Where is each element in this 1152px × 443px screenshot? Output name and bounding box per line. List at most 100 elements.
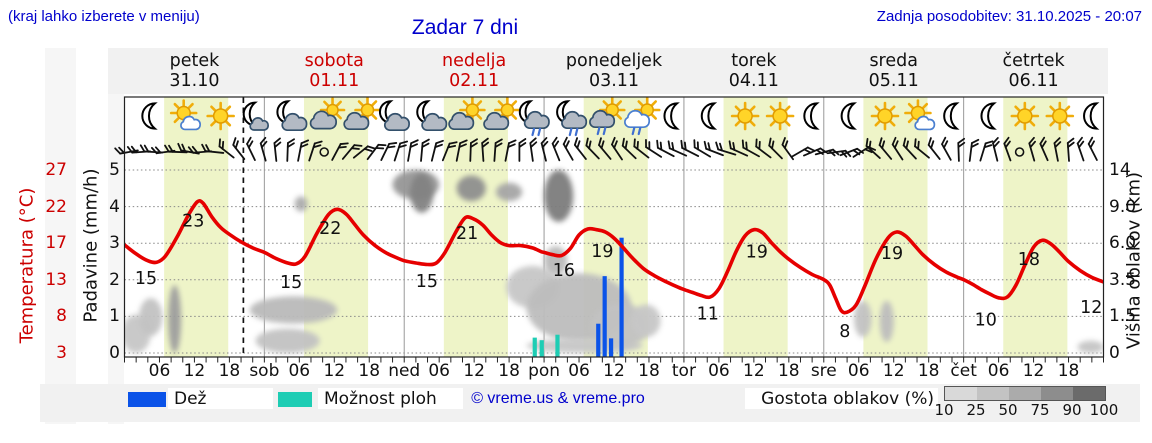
day-name: sobota [304,51,364,71]
x-hour-label: 06 [987,361,1010,381]
precipitation-tick: 5 [109,160,120,180]
x-hour-label: 06 [708,361,730,381]
last-update: Zadnja posodobitev: 31.10.2025 - 20:07 [876,8,1142,25]
copyright-link[interactable]: © vreme.us & vreme.pro [471,390,645,407]
cloud-density-tick: 50 [998,401,1018,419]
day-date: 06.11 [1008,71,1059,91]
menu-hint: (kraj lahko izberete v meniju) [8,8,200,25]
shower-bars [532,334,560,357]
x-hour-label: 12 [603,361,625,381]
weather-icon-moon-cloud [276,100,308,132]
weather-icon-sun [1010,101,1040,131]
x-hour-label: 12 [1022,361,1045,381]
cloud-height-tick: 3.5 [1109,269,1137,290]
svg-text:19: 19 [746,243,768,263]
temperature-tick: 3 [56,343,67,363]
x-hour-label: 18 [358,361,381,381]
weather-icon-sun [1045,101,1075,131]
weather-icon-moon-cloud-rain [518,100,550,137]
temperature-tick: 8 [56,306,67,327]
weather-icon-moon-cloud-rain [556,100,588,137]
weather-icon-moon [700,102,718,130]
cloud-density-chip [745,388,938,409]
day-date: 01.11 [309,71,360,91]
rain-legend-swatch [128,392,166,407]
day-date: 31.10 [169,71,220,91]
weather-icon-moon [1083,102,1100,130]
weather-icon-sun-smallcloud [169,99,201,131]
cloud-height-tick: 0 [1109,343,1120,363]
day-date: 05.11 [868,71,919,91]
weather-icon-moon [663,102,680,130]
x-hour-label: 12 [323,361,346,381]
svg-text:19: 19 [881,244,903,264]
svg-text:23: 23 [182,212,204,232]
rain-legend-chip [168,388,273,409]
cloud-density-segment [1009,387,1041,400]
x-axis-ticks [124,357,1104,363]
weather-icon-sun [765,101,795,131]
day-name: nedelja [442,51,507,71]
cloud-density-segment [945,387,977,400]
weather-icon-moon [803,102,820,130]
x-hour-label: 12 [183,361,206,381]
cloud-height-tick: 9.0 [1109,196,1137,217]
day-name: sreda [869,51,918,71]
temperature-tick: 27 [45,160,67,180]
day-name: petek [169,51,220,71]
x-day-abbrev: sob [249,361,280,381]
page-title: Zadar 7 dni [411,16,519,39]
day-header-band [108,48,1108,94]
x-day-abbrev: tor [671,361,696,381]
rain-bars [596,237,624,357]
x-hour-label: 18 [218,361,241,381]
weather-icon-sun-smallcloud [904,99,936,131]
svg-text:15: 15 [135,269,157,289]
weather-icon-moon-cloud [416,100,448,132]
weather-icon-sun-whitecloud-rain [624,96,661,136]
svg-text:15: 15 [416,272,438,292]
svg-text:22: 22 [319,219,341,239]
temperature-tick: 13 [45,269,67,290]
day-name: ponedeljek [565,51,663,71]
day-date: 02.11 [449,71,500,91]
cloud-height-tick: 1.5 [1109,306,1137,327]
day-name: četrtek [1002,51,1065,71]
temperature-tick: 22 [45,196,67,217]
weather-icon-sun [870,101,900,131]
margin-stripe-left [45,48,76,424]
temperature-curve [124,198,1104,315]
cloud-height-tick: 6.0 [1109,233,1137,254]
weather-icon-sun-cloud [483,96,521,131]
x-hour-label: 18 [638,361,660,381]
svg-text:10: 10 [975,311,997,331]
cloud-density-segment [1073,387,1105,400]
day-date: 03.11 [588,71,640,91]
temperature-point-labels: 15 23 15 22 15 21 16 19 11 19 8 19 10 18 12 [135,212,1102,342]
cloud-density-tick: 90 [1062,401,1082,419]
weather-icon-sun-cloud-rain [589,96,626,136]
weather-icon-moon-cloud [379,100,410,132]
shower-legend-swatch [278,392,312,407]
shower-legend-chip [318,388,463,409]
x-day-abbrev: čet [950,361,977,381]
x-day-abbrev: ned [388,361,421,381]
cloud-density-tick: 10 [934,401,954,419]
cloud-density-label: Gostota oblakov (%) [761,389,934,409]
weather-icon-moon [840,102,858,130]
wind-barbs [114,136,1098,162]
temperature-tick: 17 [45,233,67,254]
cloud-height-tick: 14 [1109,160,1131,180]
day-date: 04.11 [728,71,779,91]
x-hour-label: 12 [743,361,765,381]
weather-icon-moon-smallcloud [242,101,269,131]
x-hour-label: 06 [847,361,870,381]
svg-text:15: 15 [280,273,302,293]
cloud-density-segment [1041,387,1073,400]
cloud-density-segment [977,387,1009,400]
precipitation-tick: 4 [109,196,120,217]
svg-text:21: 21 [456,224,478,244]
weather-icon-moon [980,102,997,130]
x-day-abbrev: pon [528,361,561,381]
